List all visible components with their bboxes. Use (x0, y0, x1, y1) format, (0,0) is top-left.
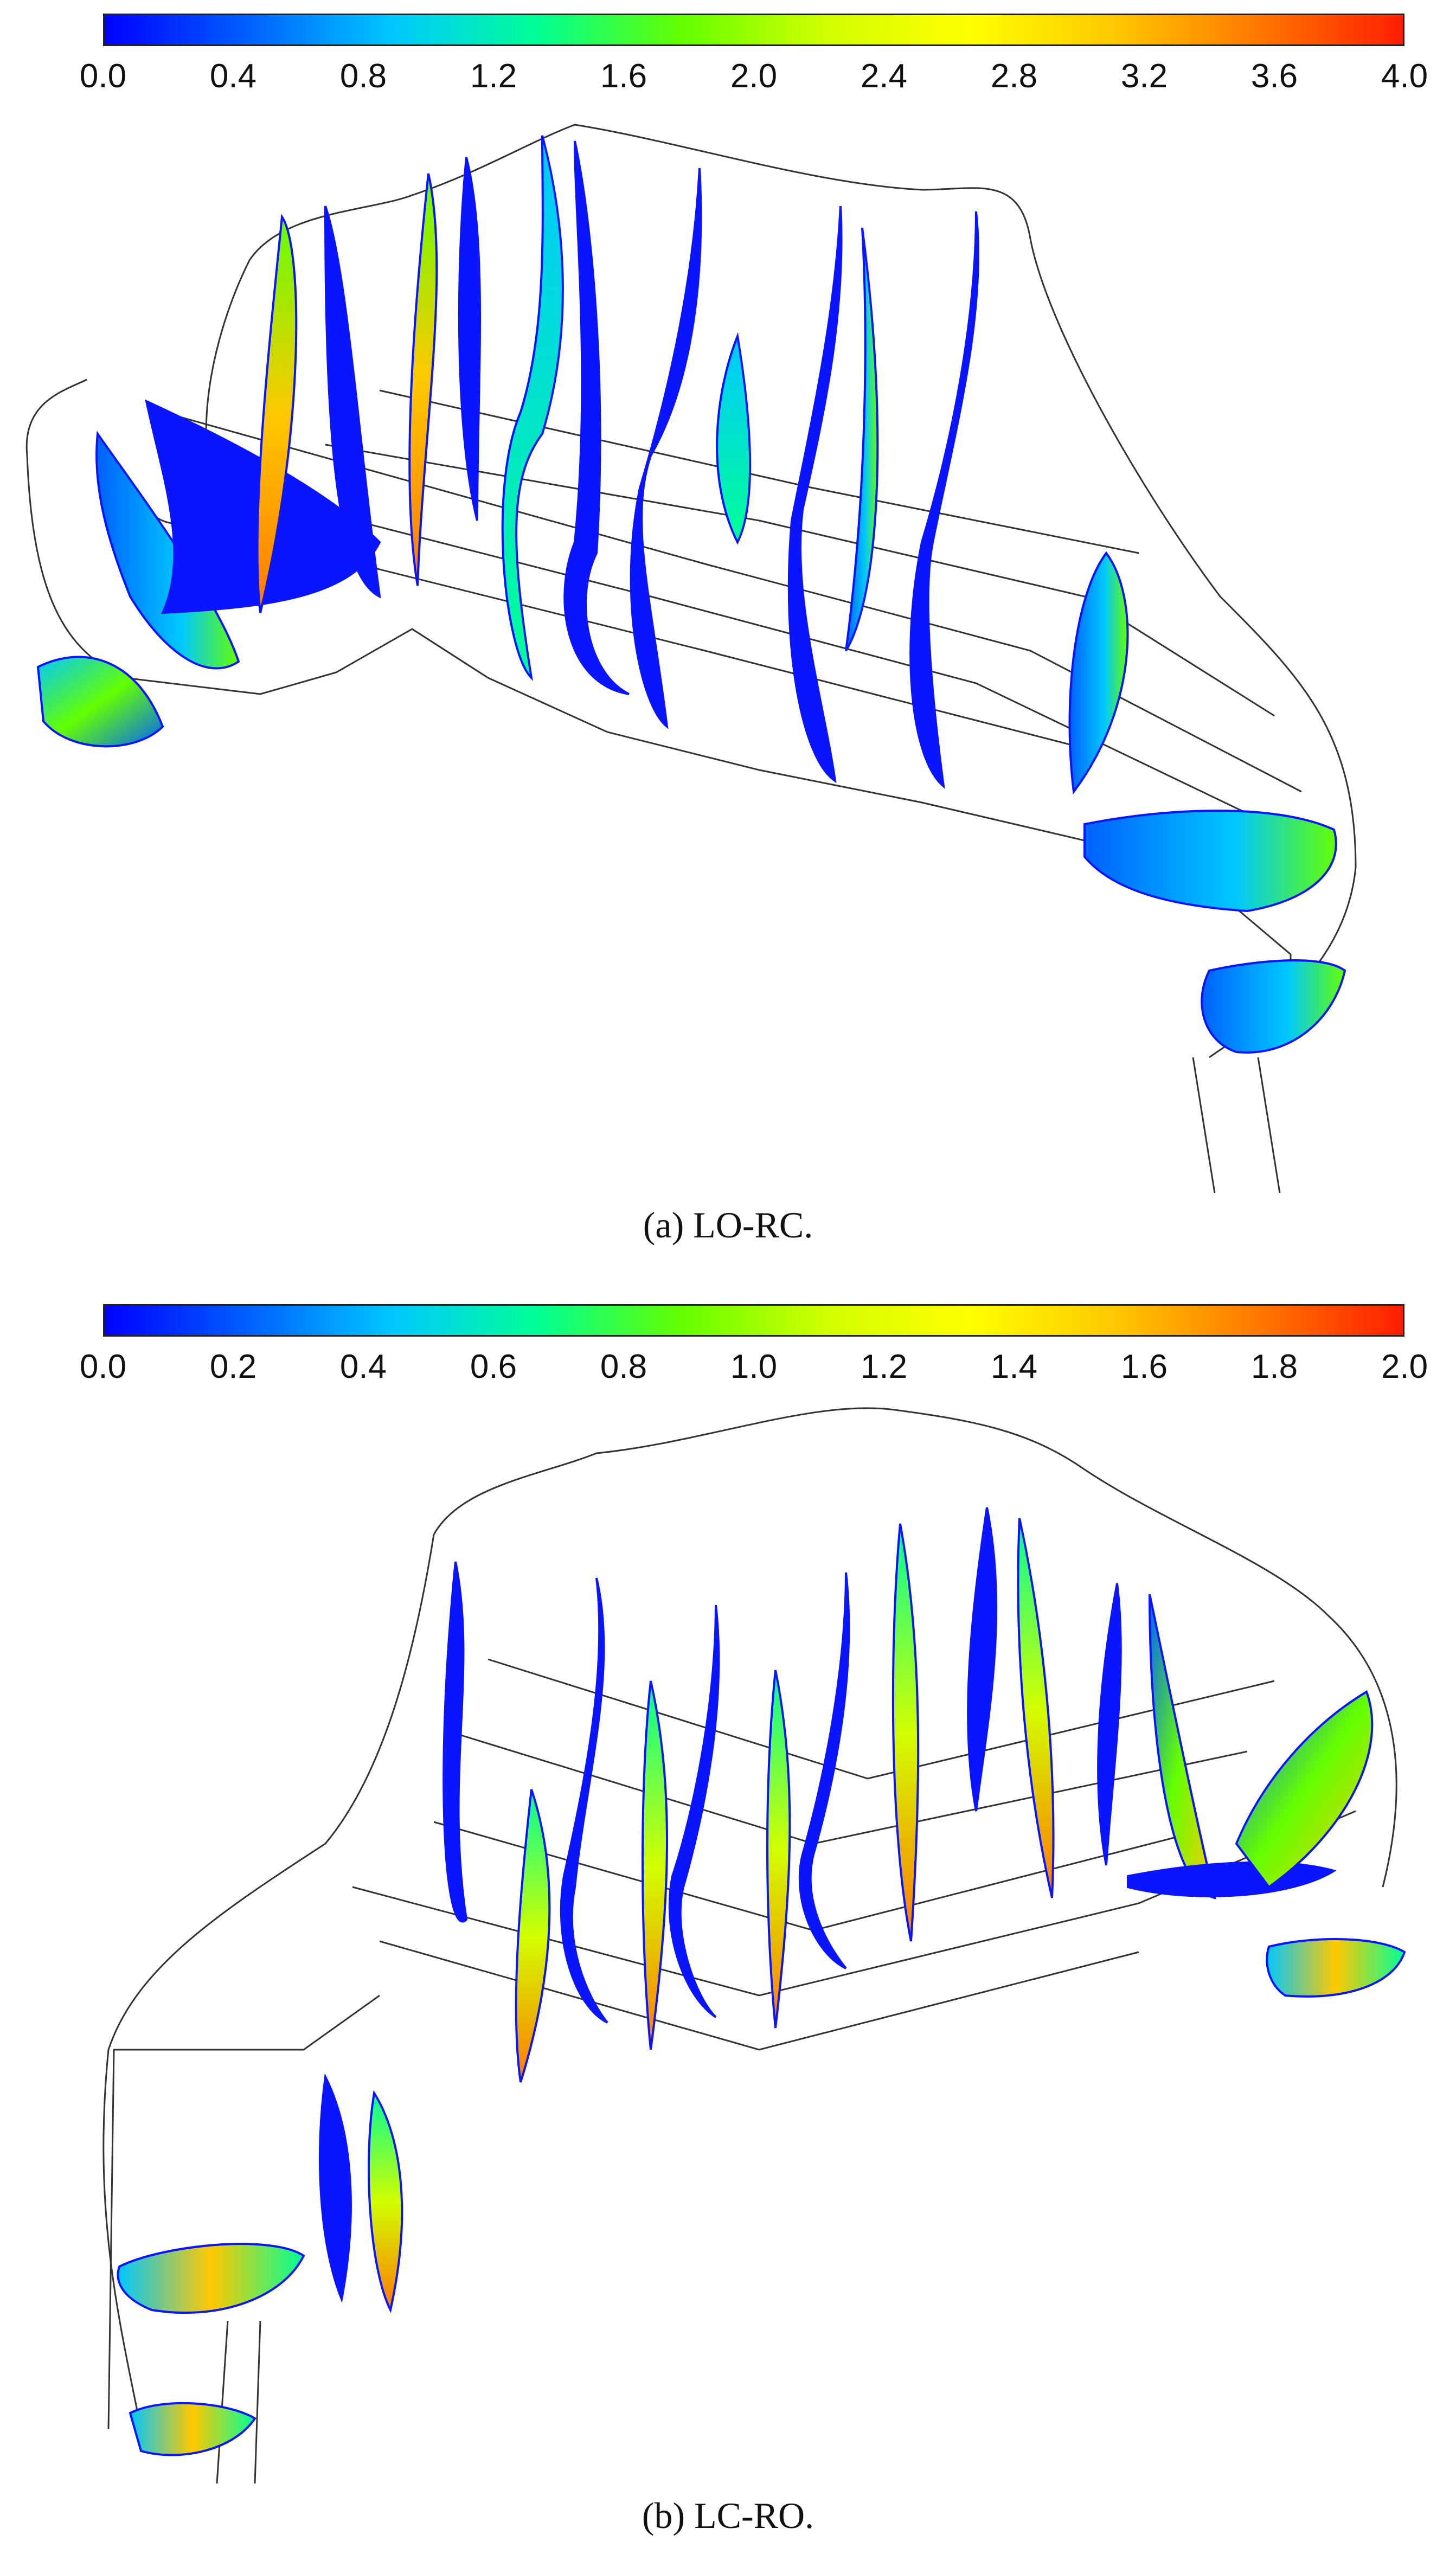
caption-b: (b) LC-RO. (642, 2495, 814, 2536)
colorbar-a (103, 14, 1404, 46)
colorbar-tick-label: 3.2 (1120, 57, 1168, 95)
colorbar-tick-label: 1.8 (1250, 1348, 1298, 1385)
colorbar-b (103, 1304, 1404, 1337)
colorbar-b-tick-labels: 0.0 0.2 0.4 0.6 0.8 1.0 1.2 1.4 1.6 1.8 2.0 (80, 1347, 1428, 1396)
colorbar-tick-label: 1.2 (470, 57, 517, 95)
colorbar-a-tick-labels: 0.0 0.4 0.8 1.2 1.6 2.0 2.4 2.8 3.2 3.6 4.0 (80, 57, 1428, 106)
colorbar-tick-label: 0.8 (339, 57, 387, 95)
colorbar-tick-label: 0.4 (209, 57, 257, 95)
colorbar-tick-label: 2.8 (990, 57, 1038, 95)
colorbar-tick-label: 2.0 (730, 57, 778, 95)
colorbar-tick-label: 0.0 (79, 1348, 127, 1385)
contour-plot-b (102, 1407, 1406, 2484)
figure-panel-b: 0.0 0.2 0.4 0.6 0.8 1.0 1.2 1.4 1.6 1.8 2.0 (0, 1285, 1456, 2567)
figure-panel-a: 0.0 0.4 0.8 1.2 1.6 2.0 2.4 2.8 3.2 3.6 4.0 (25, 14, 1428, 1246)
caption-a: (a) LO-RC. (643, 1204, 813, 1246)
mesh-outline-b (102, 1407, 1397, 2484)
colorbar-tick-label: 0.2 (209, 1348, 257, 1385)
velocity-sections-b (117, 1507, 1406, 2456)
velocity-sections-a (36, 135, 1346, 1054)
colorbar-tick-label: 0.8 (600, 1348, 647, 1385)
colorbar-tick-label: 1.2 (860, 1348, 908, 1385)
colorbar-tick-label: 0.4 (339, 1348, 387, 1385)
colorbar-tick-label: 0.6 (470, 1348, 517, 1385)
colorbar-tick-label: 3.6 (1250, 57, 1298, 95)
colorbar-tick-label: 4.0 (1381, 57, 1428, 95)
colorbar-tick-label: 2.4 (860, 57, 908, 95)
colorbar-tick-label: 1.6 (600, 57, 647, 95)
colorbar-tick-label: 1.4 (990, 1348, 1038, 1385)
contour-plot-a (25, 124, 1357, 1193)
colorbar-tick-label: 0.0 (79, 57, 127, 95)
colorbar-tick-label: 2.0 (1381, 1348, 1428, 1385)
colorbar-tick-label: 1.6 (1120, 1348, 1168, 1385)
colorbar-tick-label: 1.0 (730, 1348, 778, 1385)
